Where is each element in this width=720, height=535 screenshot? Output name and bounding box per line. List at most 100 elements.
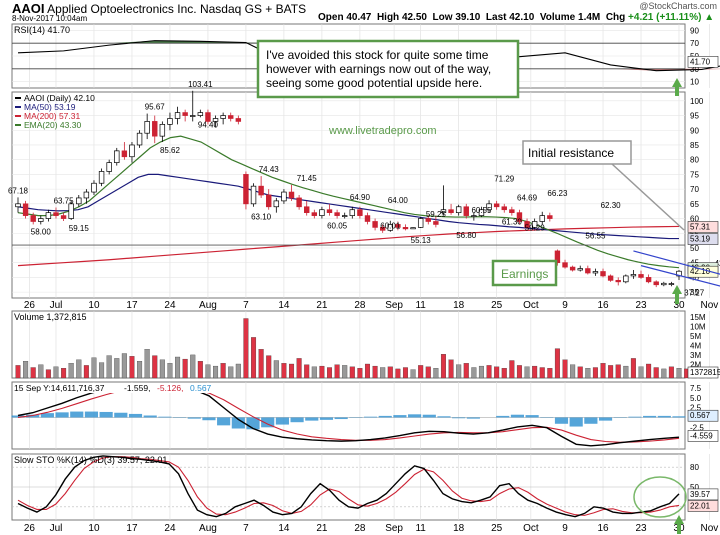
sto-tick: 50 <box>690 483 699 492</box>
volume-bar <box>463 363 469 379</box>
volume-bar <box>213 365 219 379</box>
volume-bar <box>357 368 363 379</box>
volume-bar <box>630 358 636 379</box>
volume-bar <box>205 364 211 379</box>
volume-tick: 4M <box>690 342 701 351</box>
candle-body <box>425 218 431 222</box>
up-arrow-icon-sto <box>674 515 684 534</box>
sto-tick: 80 <box>690 463 699 472</box>
x-tick-label-bottom: 24 <box>164 523 176 534</box>
volume-legend: Volume 1,372,815 <box>14 312 87 322</box>
volume-bar <box>600 363 606 379</box>
candle-body <box>159 124 166 137</box>
ma200-last-label-box <box>687 221 719 233</box>
price-label: 63.10 <box>251 212 272 221</box>
sto-legend: Slow STO %K(14) %D(3) 39.57, 22.01 <box>14 455 167 465</box>
macd-hist-bar <box>275 417 289 425</box>
volume-bar <box>83 365 89 379</box>
candle-body <box>60 215 67 219</box>
macd-hist-last-label-box <box>687 409 719 422</box>
macd-hist-bar <box>393 415 407 418</box>
price-label: 103.41 <box>188 80 213 89</box>
volume-bar <box>524 366 530 379</box>
candle-body <box>630 274 637 277</box>
macd-hist-bar <box>231 417 245 429</box>
last-value: 42.10 <box>509 12 535 23</box>
macd-hist-bar <box>158 416 172 418</box>
candle-body <box>524 221 530 228</box>
macd-hist-bar <box>628 416 642 418</box>
candle-body <box>440 209 447 214</box>
volume-bar <box>91 357 97 379</box>
price-label: 67.18 <box>8 186 29 195</box>
volume-bar <box>106 355 112 379</box>
x-tick-label-bottom: 9 <box>562 523 568 534</box>
volume-tick: 15M <box>690 313 706 322</box>
candle-body <box>448 209 454 214</box>
candle-body <box>357 209 363 216</box>
resistance-pointer <box>611 163 685 231</box>
price-label: 66.23 <box>547 189 568 198</box>
up-arrow-icon-price <box>672 285 682 304</box>
x-tick-label-top: 26 <box>24 300 36 311</box>
candle-body <box>197 112 204 116</box>
macd-hist-bar <box>70 411 84 418</box>
macd-tick: 7.5 <box>690 384 702 393</box>
chg-value: +4.21 (+11.11%) <box>628 12 702 23</box>
candle-body <box>341 215 348 217</box>
x-tick-label-bottom: 23 <box>635 523 647 534</box>
candle-body <box>220 115 226 119</box>
volume-bar <box>190 354 196 379</box>
volume-bar <box>554 348 560 379</box>
volume-tick: 5M <box>690 332 701 341</box>
volume-bar <box>471 367 477 379</box>
macd-tick: -2.5 <box>690 423 704 432</box>
macd-last-label: -4.559 <box>690 431 713 440</box>
volume-bar <box>509 360 515 379</box>
price-label: 71.45 <box>297 174 318 183</box>
volume-bar <box>38 364 44 379</box>
candle-body <box>493 203 500 208</box>
x-tick-label-bottom: Oct <box>523 523 539 534</box>
price-last-label: 42.10 <box>690 267 711 276</box>
downtrend-line-upper <box>633 250 720 275</box>
price-tick: 60 <box>690 215 699 224</box>
volume-bar <box>30 367 36 379</box>
macd-hist-bar <box>84 411 99 418</box>
macd-hist-bar <box>99 411 113 418</box>
volume-bar <box>570 364 576 379</box>
volume-bar <box>456 364 462 379</box>
price-tick: 70 <box>690 185 699 194</box>
volume-bar <box>577 366 583 379</box>
price-label: 85.62 <box>160 146 181 155</box>
rsi-last-label-box <box>687 56 719 68</box>
x-tick-label-bottom: 25 <box>491 523 503 534</box>
ema20-line <box>17 135 680 269</box>
volume-bar <box>137 361 143 379</box>
candle-body <box>114 150 120 163</box>
candle-body <box>121 150 128 158</box>
macd-last-label-box <box>687 430 719 442</box>
volume-bar <box>121 353 127 379</box>
x-tick-label-bottom: 11 <box>415 523 426 534</box>
x-tick-label-top: Jul <box>50 300 63 311</box>
rsi-last-label: 41.70 <box>690 57 711 66</box>
chg-label: Chg <box>605 12 626 23</box>
candle-body <box>395 224 401 228</box>
volume-bar <box>228 366 234 379</box>
volume-bar <box>676 368 682 379</box>
macd-hist-bar <box>334 417 348 420</box>
comment-box <box>256 39 520 99</box>
volume-bar <box>220 363 226 379</box>
sto-d-line <box>17 456 680 516</box>
macd-hist-bar <box>510 414 525 418</box>
macd-hist-bar <box>143 415 157 418</box>
candle-body <box>509 209 515 214</box>
macd-hist-bar <box>657 415 671 418</box>
price-label: 64.69 <box>517 194 538 203</box>
price-label: 60.05 <box>327 221 348 230</box>
candle-body <box>661 282 667 286</box>
price-tick: 80 <box>690 156 699 165</box>
x-tick-label-bottom: 10 <box>88 523 100 534</box>
candle-body <box>585 268 591 274</box>
